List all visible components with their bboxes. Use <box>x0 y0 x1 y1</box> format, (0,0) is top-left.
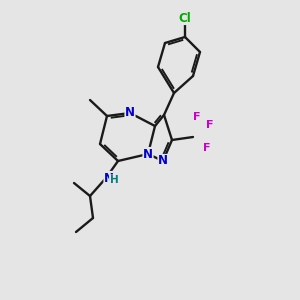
Text: N: N <box>125 106 135 119</box>
Text: F: F <box>193 112 201 122</box>
Text: F: F <box>206 120 214 130</box>
Text: Cl: Cl <box>178 11 191 25</box>
Text: F: F <box>203 143 211 153</box>
Text: H: H <box>110 175 118 185</box>
Text: N: N <box>158 154 168 167</box>
Text: N: N <box>143 148 153 160</box>
Text: N: N <box>104 172 114 184</box>
